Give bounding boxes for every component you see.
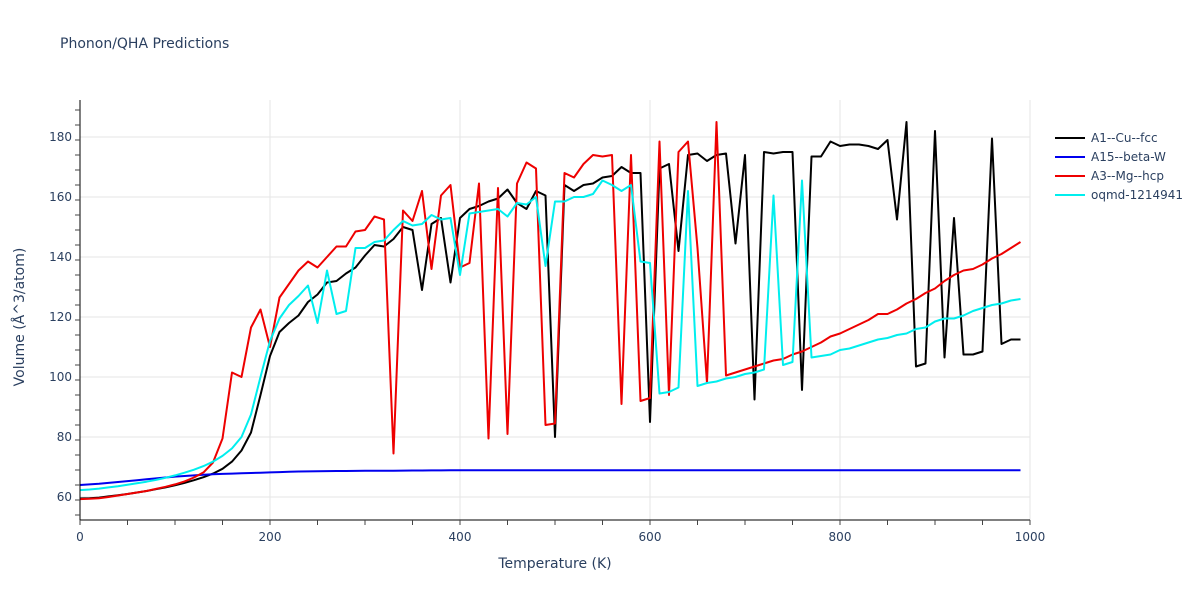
legend-line-icon <box>1055 155 1085 158</box>
chart-title: Phonon/QHA Predictions <box>60 36 230 52</box>
svg-text:800: 800 <box>829 530 852 544</box>
legend-item-a1-cu-fcc[interactable]: A1--Cu--fcc <box>1055 128 1183 147</box>
svg-text:1000: 1000 <box>1015 530 1046 544</box>
series-lines <box>79 121 1022 501</box>
legend-item-oqmd-1214941[interactable]: oqmd-1214941 <box>1055 185 1183 204</box>
legend-label: A1--Cu--fcc <box>1091 130 1158 145</box>
legend-line-icon <box>1055 193 1085 196</box>
legend: A1--Cu--fcc A15--beta-W A3--Mg--hcp oqmd… <box>1055 128 1183 204</box>
svg-text:80: 80 <box>57 430 72 444</box>
x-axis-title: Temperature (K) <box>497 556 611 572</box>
svg-text:100: 100 <box>49 370 72 384</box>
legend-item-a15-beta-w[interactable]: A15--beta-W <box>1055 147 1183 166</box>
series-line <box>79 469 1021 486</box>
series-line <box>79 179 1021 492</box>
svg-text:600: 600 <box>639 530 662 544</box>
y-axis-title: Volume (Å^3/atom) <box>11 248 28 387</box>
legend-item-a3-mg-hcp[interactable]: A3--Mg--hcp <box>1055 166 1183 185</box>
svg-text:180: 180 <box>49 130 72 144</box>
svg-text:0: 0 <box>76 530 84 544</box>
svg-text:160: 160 <box>49 190 72 204</box>
svg-text:140: 140 <box>49 250 72 264</box>
y-axis-ticks: 60 80 100 120 140 160 180 <box>49 109 80 516</box>
series-line <box>79 121 1022 501</box>
svg-text:60: 60 <box>57 490 72 504</box>
svg-text:400: 400 <box>449 530 472 544</box>
svg-text:200: 200 <box>259 530 282 544</box>
series-line <box>79 121 1021 500</box>
x-axis-ticks: 0 200 400 600 800 1000 <box>76 520 1045 544</box>
legend-label: A3--Mg--hcp <box>1091 168 1164 183</box>
legend-label: oqmd-1214941 <box>1091 187 1184 202</box>
legend-label: A15--beta-W <box>1091 149 1166 164</box>
svg-text:120: 120 <box>49 310 72 324</box>
legend-line-icon <box>1055 174 1085 177</box>
legend-line-icon <box>1055 136 1085 139</box>
